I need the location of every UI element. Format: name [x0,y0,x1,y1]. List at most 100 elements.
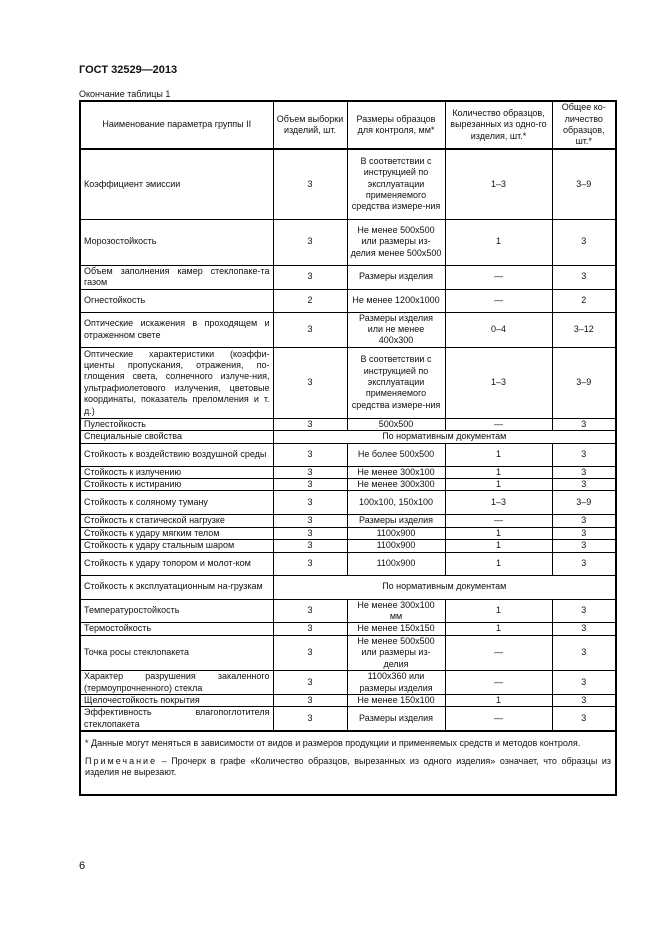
per-item-cell: 1 [444,477,553,492]
per-item-cell: 1 [444,539,553,553]
note-label: Примечание [85,755,158,766]
table-footnote-row: * Данные могут меняться в зависимости от… [79,730,617,796]
specimen-size-cell: Не менее 500x500 или размеры из-делия [346,634,446,672]
sample-size-cell: 3 [272,417,348,432]
per-item-cell: 1 [444,218,553,266]
col-header-specimen-size: Размеры образцов для контроля, мм* [346,100,446,150]
parameter-name-cell: Огнестойкость [79,288,274,313]
table-row: Объем заполнения камер стеклопаке-та газ… [79,264,617,290]
sample-size-cell: 3 [272,311,348,348]
parameter-name-cell: Стойкость к удару мягким телом [79,526,274,541]
specimen-size-cell: Размеры изделия [346,514,446,528]
specimen-size-cell: 1100x900 [346,526,446,541]
table-row: Температуростойкость 3 Не менее 300x100 мм… [79,598,617,624]
total-cell: 3 [551,218,617,266]
per-item-cell: 1 [444,465,553,479]
page-number: 6 [79,860,86,872]
parameter-name-cell: Эффективность влагопоглотителя стеклопак… [79,706,274,732]
table-row: Стойкость к воздействию воздушной среды 3… [79,442,617,467]
parameter-name-cell: Пулестойкость [79,417,274,432]
table-row: Стойкость к излучению 3 Не менее 300x100 1 3 [79,465,617,479]
parameter-name-cell: Объем заполнения камер стеклопаке-та газ… [79,264,274,290]
sample-size-cell: 2 [272,288,348,313]
total-cell: 3–9 [551,148,617,220]
parameter-name-cell: Щелочестойкость покрытия [79,693,274,708]
sample-size-cell: 3 [272,514,348,528]
document-code: ГОСТ 32529—2013 [79,64,178,76]
sample-size-cell: 3 [272,477,348,492]
per-item-cell: 1 [444,551,553,576]
total-cell: 3 [551,465,617,479]
col-header-parameter: Наименование параметра группы II [79,100,274,150]
table-header-row: Наименование параметра группы II Объем в… [79,100,617,150]
parameter-name-cell: Стойкость к эксплуатационным на-грузкам [79,574,274,600]
specimen-size-cell: 100x100, 150x100 [346,490,446,516]
specimen-size-cell: Не менее 500x500 или размеры из-делия ме… [346,218,446,266]
per-item-cell: — [444,288,553,313]
total-cell: 3 [551,526,617,541]
sample-size-cell: 3 [272,148,348,220]
table-row: Термостойкость 3 Не менее 150x150 1 3 [79,622,617,636]
per-item-cell: 1–3 [444,148,553,220]
sample-size-cell: 3 [272,539,348,553]
total-cell: 2 [551,288,617,313]
specimen-size-cell: Не менее 1200x1000 [346,288,446,313]
per-item-cell: 0–4 [444,311,553,348]
parameter-name-cell: Стойкость к статической нагрузке [79,514,274,528]
per-item-cell: 1–3 [444,346,553,419]
table-row: Коэффициент эмиссии 3 В соответствии с инс… [79,148,617,220]
specimen-size-cell: Не более 500x500 [346,442,446,467]
parameter-name-cell: Стойкость к соляному туману [79,490,274,516]
per-item-cell: 1 [444,442,553,467]
table-row: Стойкость к эксплуатационным на-грузкам П… [79,574,617,600]
per-item-cell: — [444,706,553,732]
total-cell: 3 [551,622,617,636]
parameter-name-cell: Стойкость к истиранию [79,477,274,492]
per-item-cell: 1 [444,693,553,708]
note: Примечание – Прочерк в графе «Количество… [85,756,611,779]
sample-size-cell: 3 [272,490,348,516]
specimen-size-cell: 500x500 [346,417,446,432]
total-cell: 3 [551,539,617,553]
table-row: Огнестойкость 2 Не менее 1200x1000—2 [79,288,617,313]
specimen-size-cell: Размеры изделия или не менее 400x300 [346,311,446,348]
per-item-cell: 1 [444,598,553,624]
total-cell: 3 [551,417,617,432]
parameter-name-cell: Оптические искажения в проходящем и отра… [79,311,274,348]
total-cell: 3 [551,670,617,695]
specimen-size-cell: Размеры изделия [346,264,446,290]
table-caption: Окончание таблицы 1 [79,89,171,99]
table-row: Стойкость к удару мягким телом 3 1100x900 1… [79,526,617,541]
per-item-cell: 1 [444,622,553,636]
parameter-name-cell: Стойкость к излучению [79,465,274,479]
table-row: Точка росы стеклопакета 3 Не менее 500x500… [79,634,617,672]
specimen-size-cell: Не менее 300x100 мм [346,598,446,624]
specimen-size-cell: Не менее 300x300 [346,477,446,492]
merged-cell: По нормативным документам [272,430,617,444]
col-header-total: Общее ко-личество образцов, шт.* [551,100,617,150]
specimen-size-cell: Размеры изделия [346,706,446,732]
sample-size-cell: 3 [272,551,348,576]
total-cell: 3 [551,514,617,528]
per-item-cell: — [444,417,553,432]
col-header-sample-size: Объем выборки изделий, шт. [272,100,348,150]
specimen-size-cell: Не менее 150x150 [346,622,446,636]
table-row: Пулестойкость 3 500x500—3 [79,417,617,432]
table-row: Специальные свойства По нормативным докум… [79,430,617,444]
footnote: * Данные могут меняться в зависимости от… [85,738,581,749]
table-row: Стойкость к соляному туману 3 100x100, 150… [79,490,617,516]
sample-size-cell: 3 [272,693,348,708]
parameter-name-cell: Стойкость к удару стальным шаром [79,539,274,553]
per-item-cell: — [444,670,553,695]
table-row: Стойкость к удару топором и молот-ком 3 11… [79,551,617,576]
col-header-per-item: Количество образцов, вырезанных из одно-… [444,100,553,150]
table-row: Оптические характеристики (коэффи-циенты… [79,346,617,419]
parameter-name-cell: Стойкость к воздействию воздушной среды [79,442,274,467]
merged-cell: По нормативным документам [272,574,617,600]
sample-size-cell: 3 [272,442,348,467]
table-row: Оптические искажения в проходящем и отра… [79,311,617,348]
table-row: Щелочестойкость покрытия 3 Не менее 150x10… [79,693,617,708]
parameter-name-cell: Специальные свойства [79,430,274,444]
parameter-name-cell: Морозостойкость [79,218,274,266]
sample-size-cell: 3 [272,598,348,624]
